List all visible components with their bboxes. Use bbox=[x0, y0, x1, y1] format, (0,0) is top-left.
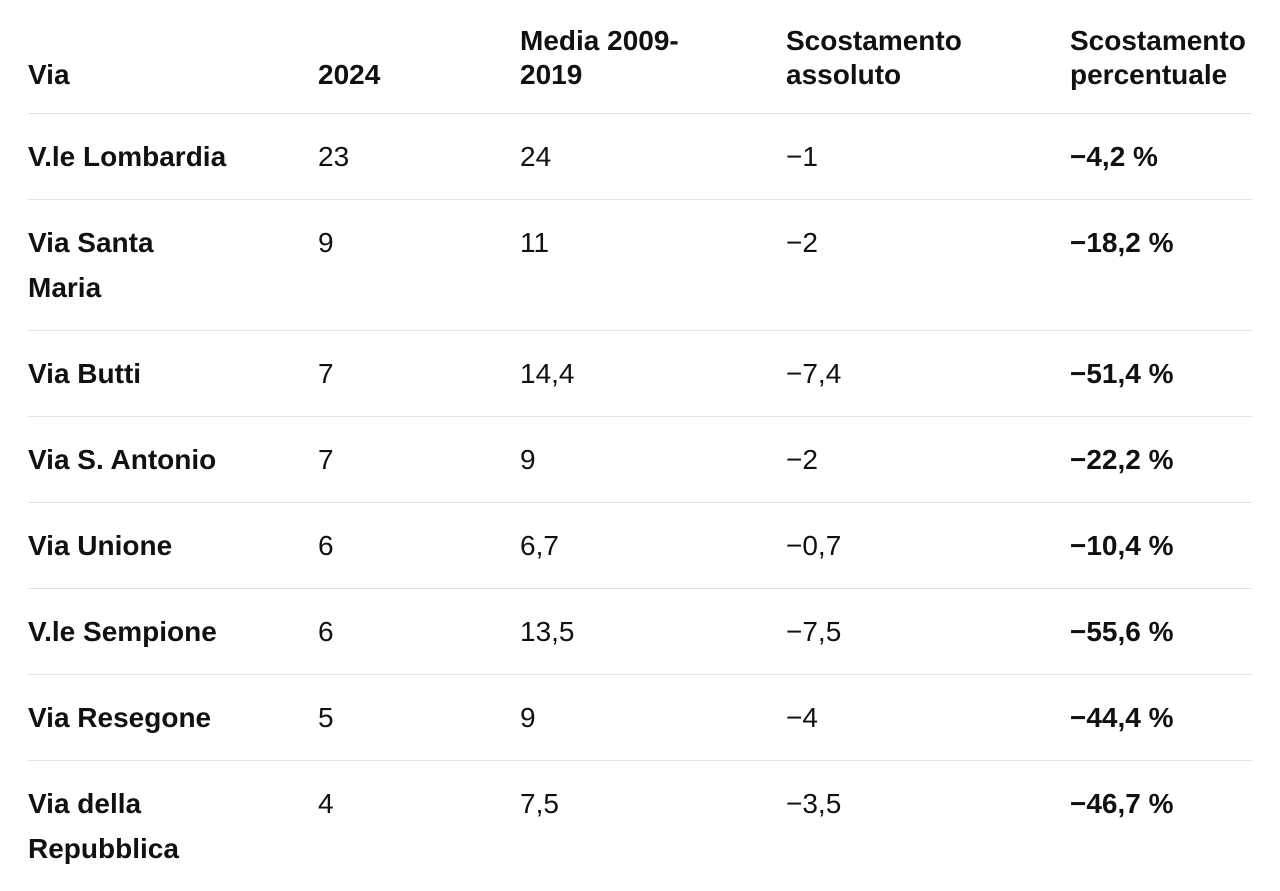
cell-2024: 7 bbox=[318, 330, 520, 417]
column-header-2024: 2024 bbox=[318, 14, 520, 115]
cell-assoluto: −4 bbox=[786, 674, 1070, 761]
table-row: Via Unione 6 6,7 −0,7 −10,4 % bbox=[28, 502, 1252, 589]
table-row: Via Butti 7 14,4 −7,4 −51,4 % bbox=[28, 330, 1252, 417]
table-row: Via della Repubblica 4 7,5 −3,5 −46,7 % bbox=[28, 760, 1252, 891]
cell-via: Via Resegone bbox=[28, 674, 318, 761]
cell-via: Via della Repubblica bbox=[28, 760, 318, 891]
cell-2024: 6 bbox=[318, 502, 520, 589]
cell-2024: 9 bbox=[318, 199, 520, 331]
cell-assoluto: −7,4 bbox=[786, 330, 1070, 417]
cell-via: Via Butti bbox=[28, 330, 318, 417]
cell-percentuale: −44,4 % bbox=[1070, 674, 1252, 761]
cell-assoluto: −1 bbox=[786, 141, 818, 173]
cell-2024: 6 bbox=[318, 588, 520, 675]
cell-via: Via S. Antonio bbox=[28, 416, 318, 503]
cell-assoluto: −0,7 bbox=[786, 502, 1070, 589]
table-row: Via S. Antonio 7 9 −2 −22,2 % bbox=[28, 416, 1252, 503]
cell-percentuale: −22,2 % bbox=[1070, 416, 1252, 503]
cell-via: V.le Lombardia bbox=[28, 141, 227, 173]
cell-media: 11 bbox=[520, 199, 786, 331]
cell-percentuale: −18,2 % bbox=[1070, 199, 1252, 331]
cell-assoluto: −3,5 bbox=[786, 760, 1070, 891]
cell-2024: 4 bbox=[318, 760, 520, 891]
cell-assoluto: −2 bbox=[786, 416, 1070, 503]
cell-percentuale: −55,6 % bbox=[1070, 588, 1252, 675]
cell-via: Via Santa Maria bbox=[28, 199, 318, 331]
column-header-via: Via bbox=[28, 14, 318, 115]
column-header-scostamento-assoluto: Scostamento assoluto bbox=[786, 14, 1070, 115]
cell-media: 13,5 bbox=[520, 588, 786, 675]
cell-via: V.le Sempione bbox=[28, 588, 318, 675]
cell-percentuale: −10,4 % bbox=[1070, 502, 1252, 589]
cell-percentuale: −46,7 % bbox=[1070, 760, 1252, 891]
cell-2024: 7 bbox=[318, 416, 520, 503]
table-row: Via Santa Maria 9 11 −2 −18,2 % bbox=[28, 199, 1252, 331]
cell-assoluto: −2 bbox=[786, 199, 1070, 331]
table-row: V.le Sempione 6 13,5 −7,5 −55,6 % bbox=[28, 588, 1252, 675]
cell-media: 9 bbox=[520, 674, 786, 761]
streets-deviation-table: Via 2024 Media 2009-2019 Scostamento ass… bbox=[28, 14, 1252, 891]
cell-media: 9 bbox=[520, 416, 786, 503]
cell-2024: 5 bbox=[318, 674, 520, 761]
cell-media: 14,4 bbox=[520, 330, 786, 417]
column-header-scostamento-percentuale: Scostamento percentuale bbox=[1070, 14, 1252, 115]
table-header-row: Via 2024 Media 2009-2019 Scostamento ass… bbox=[28, 14, 1252, 115]
cell-percentuale: −51,4 % bbox=[1070, 330, 1252, 417]
table-row: V.le Lombardia 23 24 −1 −4,2 % bbox=[28, 114, 1252, 200]
cell-2024: 23 bbox=[318, 141, 350, 173]
cell-percentuale: −4,2 % bbox=[1070, 141, 1158, 173]
table-row: Via Resegone 5 9 −4 −44,4 % bbox=[28, 674, 1252, 761]
cell-media: 7,5 bbox=[520, 760, 786, 891]
cell-media: 24 bbox=[520, 141, 552, 173]
column-header-media-2009-2019: Media 2009-2019 bbox=[520, 14, 786, 115]
cell-assoluto: −7,5 bbox=[786, 588, 1070, 675]
cell-media: 6,7 bbox=[520, 502, 786, 589]
cell-via: Via Unione bbox=[28, 502, 318, 589]
